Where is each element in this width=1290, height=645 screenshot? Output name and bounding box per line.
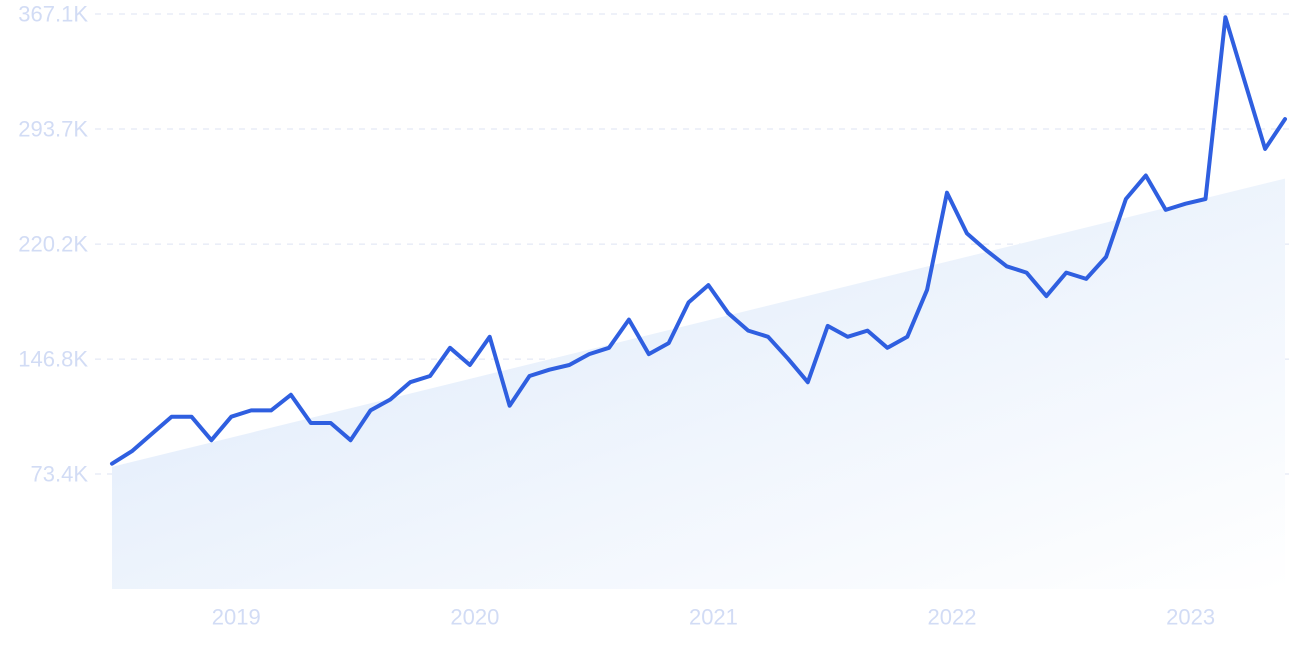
- trend-area-fill: [112, 178, 1285, 590]
- x-tick-label: 2021: [689, 605, 738, 630]
- x-axis-tick-labels: 2019 2020 2021 2022 2023: [212, 605, 1215, 630]
- series-line: [110, 15, 1287, 466]
- x-tick-label: 2022: [928, 605, 977, 630]
- series-line-group: [110, 15, 1287, 466]
- x-tick-label: 2019: [212, 605, 261, 630]
- y-tick-label: 146.8K: [18, 347, 88, 372]
- y-tick-label: 73.4K: [31, 462, 89, 487]
- x-tick-label: 2023: [1166, 605, 1215, 630]
- y-tick-label: 220.2K: [18, 232, 88, 257]
- trend-area: [112, 178, 1285, 590]
- y-tick-label: 367.1K: [18, 2, 88, 27]
- y-axis-tick-labels: 73.4K 146.8K 220.2K 293.7K 367.1K: [18, 2, 88, 487]
- y-tick-label: 293.7K: [18, 116, 88, 141]
- x-tick-label: 2020: [450, 605, 499, 630]
